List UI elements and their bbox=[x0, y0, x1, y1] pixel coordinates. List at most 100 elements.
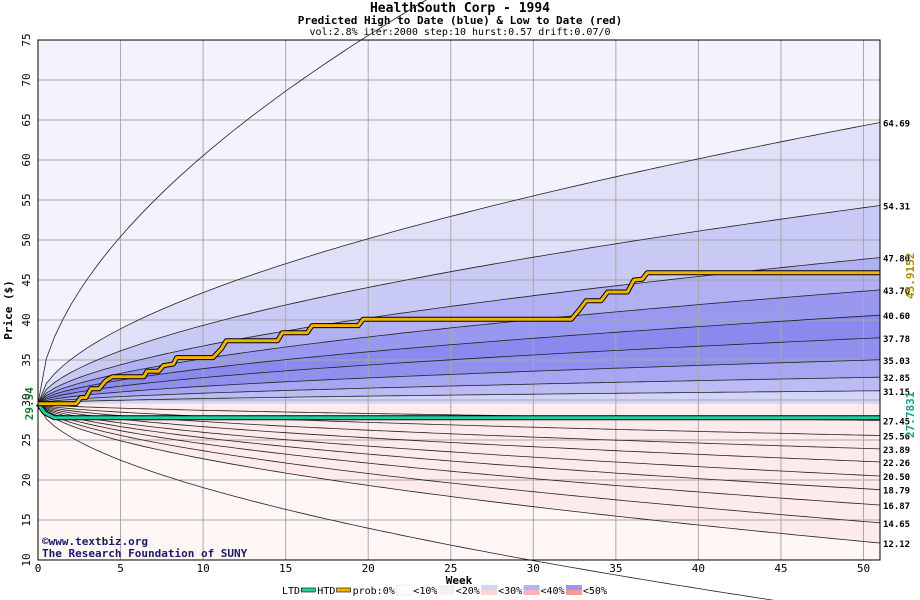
blue-boundary-1 bbox=[37, 205, 881, 404]
blue-boundary-5 bbox=[37, 337, 881, 405]
legend-ltd-swatch bbox=[300, 587, 316, 593]
chart-title: HealthSouth Corp - 1994 bbox=[369, 1, 550, 16]
y-tick-label: 30 bbox=[20, 393, 33, 406]
x-axis-label: Week bbox=[446, 574, 473, 587]
legend-p30-label: <30% bbox=[498, 586, 522, 597]
x-tick-label: 5 bbox=[117, 562, 124, 575]
red-band-value-label: 23.89 bbox=[883, 446, 910, 456]
ltd-final-value: 27.7831 bbox=[904, 391, 917, 438]
y-tick-label: 55 bbox=[20, 193, 33, 206]
chart-subtitle: Predicted High to Date (blue) & Low to D… bbox=[297, 14, 623, 27]
legend-p10-label: <10% bbox=[413, 586, 437, 597]
lower-envelope bbox=[37, 403, 775, 600]
blue-band-value-label: 35.03 bbox=[883, 357, 910, 367]
legend: LTD HTD prob:0% <10% <20% <30% <40% <50% bbox=[282, 584, 607, 597]
x-tick-label: 45 bbox=[774, 562, 787, 575]
y-tick-label: 35 bbox=[20, 353, 33, 366]
blue-band-value-label: 47.80 bbox=[883, 255, 910, 265]
x-tick-label: 20 bbox=[362, 562, 375, 575]
axes: 10 15 20 25 30 35 40 45 50 55 60 65 70 75 0 5 10 15 20 25 30… bbox=[2, 33, 881, 587]
blue-band-value-label: 40.60 bbox=[883, 312, 910, 322]
y-tick-label: 60 bbox=[20, 153, 33, 166]
y-tick-label: 15 bbox=[20, 513, 33, 526]
x-tick-label: 15 bbox=[279, 562, 292, 575]
htd-line bbox=[38, 271, 880, 406]
red-boundary-1 bbox=[37, 403, 881, 436]
start-price-label: 29.54 bbox=[23, 387, 36, 420]
y-tick-label: 70 bbox=[20, 73, 33, 86]
watermark-line-1: ©www.textbiz.org bbox=[42, 535, 148, 548]
blue-band-value-label: 31.15 bbox=[883, 388, 910, 398]
band-boundaries bbox=[37, 0, 881, 600]
red-band-8 bbox=[38, 403, 880, 543]
blue-band-0 bbox=[38, 122, 880, 404]
x-tick-label: 10 bbox=[196, 562, 209, 575]
probability-bands bbox=[38, 40, 880, 560]
y-tick-label: 25 bbox=[20, 433, 33, 446]
legend-p20-label: <20% bbox=[456, 586, 480, 597]
legend-p40-label: <40% bbox=[541, 586, 565, 597]
legend-swatch-0 bbox=[396, 584, 413, 596]
blue-boundary-6 bbox=[37, 359, 881, 405]
y-axis-label: Price ($) bbox=[2, 280, 15, 340]
blue-band-value-label: 32.85 bbox=[883, 374, 910, 384]
red-band-value-label: 14.65 bbox=[883, 520, 910, 530]
y-tick-label: 10 bbox=[20, 553, 33, 566]
x-tick-label: 0 bbox=[35, 562, 42, 575]
x-tick-label: 40 bbox=[692, 562, 705, 575]
series-lines bbox=[35, 270, 880, 421]
blue-band-value-label: 64.69 bbox=[883, 119, 910, 129]
y-tick-label: 75 bbox=[20, 33, 33, 46]
blue-band-value-label: 37.78 bbox=[883, 335, 910, 345]
legend-swatch-20-blue bbox=[481, 585, 498, 590]
red-boundary-8 bbox=[37, 403, 881, 544]
legend-swatch-10-blue bbox=[438, 585, 455, 590]
blue-band-2 bbox=[38, 257, 880, 404]
x-tick-label: 30 bbox=[527, 562, 540, 575]
legend-swatch-30-blue bbox=[523, 585, 540, 590]
red-band-value-label: 25.56 bbox=[883, 433, 910, 443]
blue-band-5 bbox=[38, 337, 880, 404]
legend-p50-label: <50% bbox=[583, 586, 607, 597]
red-band-value-label: 12.12 bbox=[883, 540, 910, 550]
red-band-value-label: 20.50 bbox=[883, 473, 910, 483]
y-tick-label: 65 bbox=[20, 113, 33, 126]
legend-swatch-20-red bbox=[481, 590, 498, 595]
blue-band-7 bbox=[38, 377, 880, 404]
blue-band-1 bbox=[38, 205, 880, 404]
blue-boundary-3 bbox=[37, 289, 881, 404]
blue-boundary-4 bbox=[37, 314, 881, 405]
htd-final-value: 45.9152 bbox=[904, 253, 917, 299]
red-boundary-6 bbox=[37, 403, 881, 506]
data-labels: 29.54 64.69 54.31 47.80 43.76 40.60 37.78 35.03… bbox=[23, 119, 917, 550]
red-boundary-4 bbox=[37, 403, 881, 477]
blue-band-value-label: 54.31 bbox=[883, 203, 910, 213]
red-band-value-label: 27.45 bbox=[883, 417, 910, 427]
blue-boundary-7 bbox=[37, 376, 881, 405]
x-tick-label: 50 bbox=[857, 562, 870, 575]
blue-boundary-0 bbox=[37, 122, 881, 404]
legend-htd-label: HTD bbox=[317, 586, 335, 597]
red-boundary-5 bbox=[37, 403, 881, 491]
red-band-value-label: 22.26 bbox=[883, 459, 910, 469]
red-boundary-7 bbox=[37, 403, 881, 524]
red-boundary-3 bbox=[37, 403, 881, 463]
legend-swatch-40-red bbox=[565, 590, 582, 595]
upper-envelope bbox=[37, 0, 427, 404]
legend-ltd-label: LTD bbox=[282, 586, 300, 597]
red-band-value-label: 18.79 bbox=[883, 487, 910, 497]
y-tick-label: 45 bbox=[20, 273, 33, 286]
legend-swatch-40-blue bbox=[565, 585, 582, 590]
red-band-value-label: 16.87 bbox=[883, 502, 910, 512]
y-tick-label: 40 bbox=[20, 313, 33, 326]
watermark-line-2: The Research Foundation of SUNY bbox=[42, 547, 248, 560]
chart-parameters: vol:2.8% iter:2000 step:10 hurst:0.57 dr… bbox=[309, 27, 611, 38]
ltd-line bbox=[36, 402, 880, 420]
blue-boundary-8 bbox=[37, 390, 881, 405]
y-tick-label: 50 bbox=[20, 233, 33, 246]
x-tick-label: 25 bbox=[444, 562, 457, 575]
blue-band-4 bbox=[38, 315, 880, 404]
x-tick-label: 35 bbox=[609, 562, 622, 575]
y-tick-label: 20 bbox=[20, 473, 33, 486]
